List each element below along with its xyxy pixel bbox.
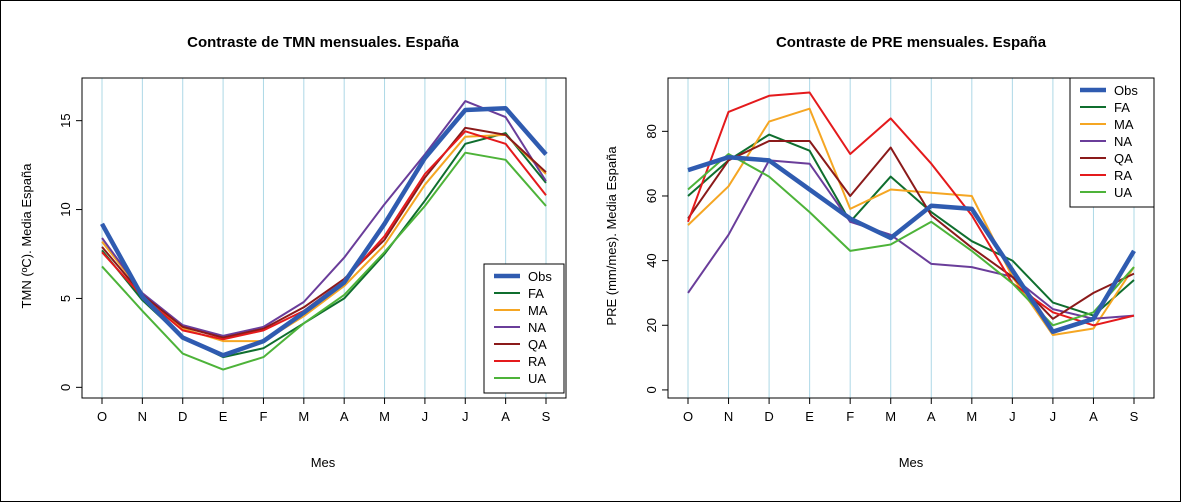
legend-label-ua: UA [528,371,546,386]
x-tick-label: D [178,409,187,424]
legend-label-ua: UA [1114,185,1132,200]
y-tick-label: 5 [58,295,73,302]
x-tick-label: F [259,409,267,424]
legend-label-na: NA [1114,134,1132,149]
y-tick-label: 0 [644,386,659,393]
x-tick-label: F [846,409,854,424]
legend-label-ra: RA [1114,168,1132,183]
pre-chart: Contraste de PRE mensuales. España Mes P… [604,34,1155,470]
x-tick-label: J [462,409,469,424]
legend-label-na: NA [528,320,546,335]
legend-label-qa: QA [1114,151,1133,166]
y-tick-label: 20 [644,318,659,332]
y-tick-label: 60 [644,189,659,203]
series-line-qa [101,126,547,339]
legend-label-ra: RA [528,354,546,369]
x-tick-label: A [340,409,349,424]
x-tick-label: A [927,409,936,424]
y-tick-label: 40 [644,253,659,267]
y-tick-label: 15 [58,113,73,127]
chart-title: Contraste de TMN mensuales. España [187,34,459,51]
x-tick-label: N [138,409,147,424]
x-tick-label: E [805,409,814,424]
x-tick-label: S [1130,409,1139,424]
x-axis-label: Mes [899,455,924,470]
x-axis-label: Mes [311,455,336,470]
tmn-chart: Contraste de TMN mensuales. España Mes T… [19,34,567,470]
series-line-na [101,100,547,337]
legend [483,263,565,394]
y-tick-label: 0 [58,384,73,391]
x-tick-label: M [885,409,896,424]
x-tick-label: S [542,409,551,424]
x-tick-label: D [764,409,773,424]
legend-label-obs: Obs [1114,83,1138,98]
x-tick-label: A [1089,409,1098,424]
legend [1069,77,1155,208]
y-axis-label: PRE (mm/mes). Media España [604,146,619,326]
legend-label-obs: Obs [528,269,552,284]
legend-label-fa: FA [1114,100,1130,115]
series-line-fa [687,133,1135,317]
x-tick-label: O [683,409,693,424]
chart-title: Contraste de PRE mensuales. España [776,34,1047,51]
y-axis-label: TMN (ºC). Media España [19,163,34,309]
plot-area [667,77,1155,399]
x-tick-label: M [379,409,390,424]
plot-area [81,77,567,399]
x-tick-label: J [1009,409,1016,424]
series-line-ra [687,91,1135,327]
x-tick-label: J [1050,409,1057,424]
series-line-obs [100,105,548,358]
y-tick-label: 80 [644,124,659,138]
legend-label-ma: MA [528,303,548,318]
legend-label-qa: QA [528,337,547,352]
series-line-na [687,159,1135,320]
legend-label-ma: MA [1114,117,1134,132]
series-line-ua [687,153,1135,327]
x-tick-label: E [219,409,228,424]
x-tick-label: O [97,409,107,424]
x-tick-label: J [422,409,429,424]
series-line-obs [687,154,1136,334]
x-tick-label: M [966,409,977,424]
x-tick-label: A [501,409,510,424]
series-line-ua [101,151,547,371]
x-tick-label: M [298,409,309,424]
y-tick-label: 10 [58,202,73,216]
x-tick-label: N [724,409,733,424]
series-line-ma [687,107,1135,336]
legend-label-fa: FA [528,286,544,301]
